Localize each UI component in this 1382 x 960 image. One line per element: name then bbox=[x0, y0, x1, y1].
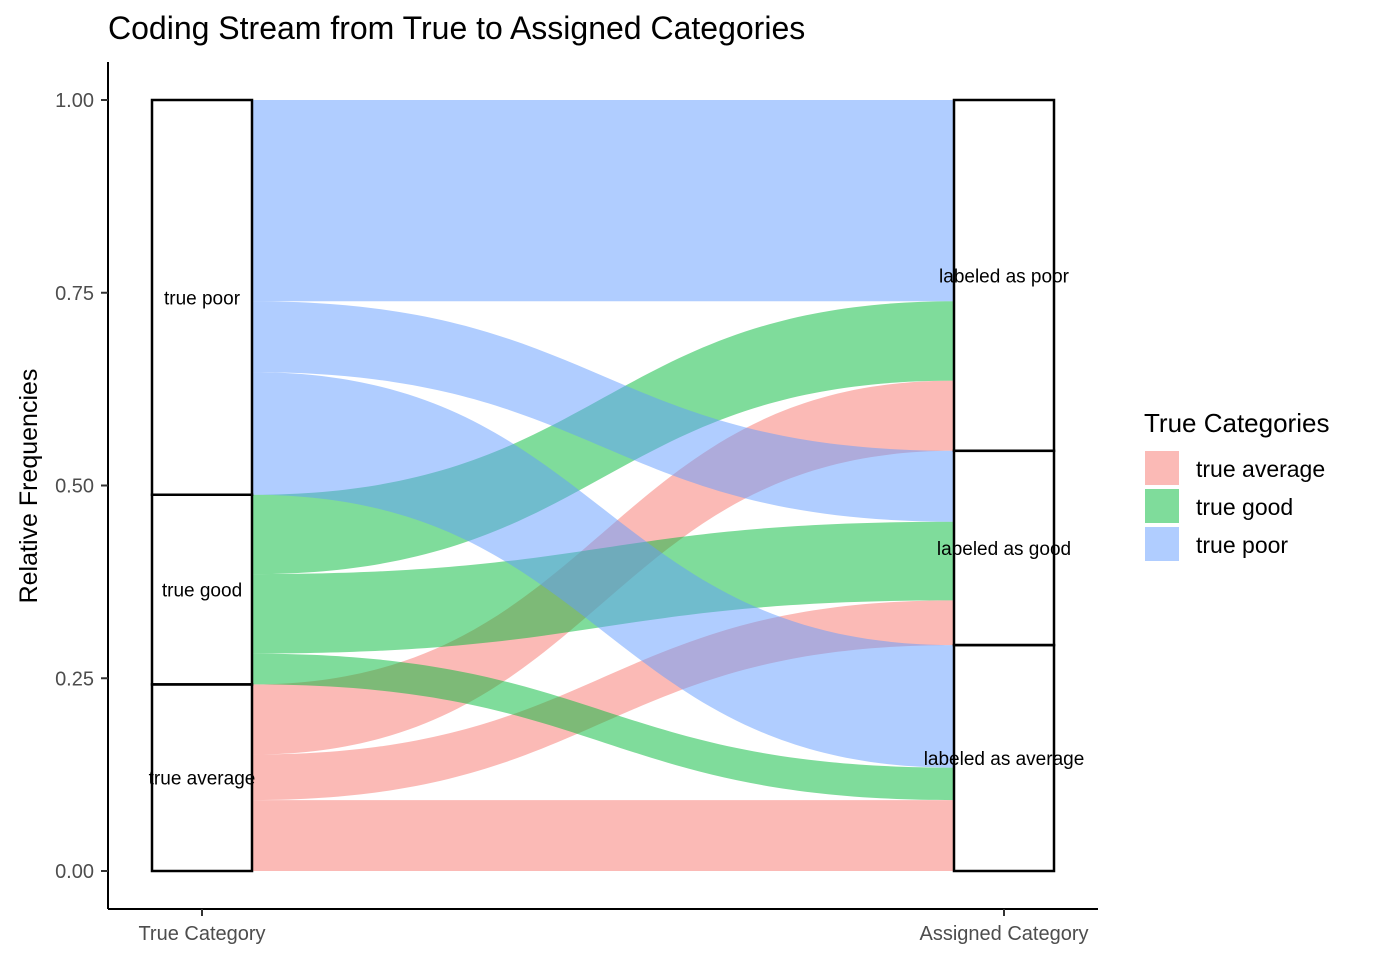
y-tick-label: 0.75 bbox=[55, 283, 94, 305]
legend-label-true-average: true average bbox=[1196, 456, 1325, 482]
strata-layer: true average true good true poor labeled as… bbox=[149, 98, 1085, 873]
chart-title: Coding Stream from True to Assigned Cate… bbox=[108, 10, 805, 46]
stratum-label-labeled-as-average: labeled as average bbox=[924, 749, 1085, 770]
axes-layer: 0.00 0.25 0.50 0.75 1.00 True Category Assigne… bbox=[55, 62, 1098, 945]
legend-swatch-true-poor bbox=[1145, 527, 1179, 561]
x-tick-label: Assigned Category bbox=[920, 923, 1089, 945]
y-tick-label: 0.00 bbox=[55, 861, 94, 883]
stratum-label-labeled-as-poor: labeled as poor bbox=[939, 266, 1070, 287]
flow-true-average-to-labeled-as-average bbox=[252, 800, 954, 871]
flow-true-poor-to-labeled-as-average bbox=[252, 372, 954, 768]
flow-true-poor-to-labeled-as-good bbox=[252, 301, 954, 522]
legend-label-true-poor: true poor bbox=[1196, 532, 1288, 558]
x-tick-label: True Category bbox=[138, 923, 265, 945]
stratum-right-labeled-as-poor bbox=[952, 98, 1056, 453]
legend-label-true-good: true good bbox=[1196, 494, 1293, 520]
flow-true-good-to-labeled-as-average bbox=[252, 653, 954, 801]
stratum-left-true-poor bbox=[150, 98, 254, 497]
legend: True Categories true average true good tru… bbox=[1144, 408, 1329, 561]
legend-swatch-true-average bbox=[1145, 451, 1179, 485]
y-tick-label: 0.50 bbox=[55, 476, 94, 498]
legend-swatch-true-good bbox=[1145, 489, 1179, 523]
flow-true-poor-to-labeled-as-poor bbox=[252, 100, 954, 302]
stratum-label-true-poor: true poor bbox=[164, 288, 241, 309]
y-tick-label: 0.25 bbox=[55, 668, 94, 690]
legend-title: True Categories bbox=[1144, 408, 1329, 438]
stratum-label-labeled-as-good: labeled as good bbox=[937, 539, 1071, 560]
flows-layer bbox=[252, 100, 954, 871]
stratum-label-true-average: true average bbox=[149, 769, 256, 790]
stratum-label-true-good: true good bbox=[162, 581, 242, 602]
y-tick-label: 1.00 bbox=[55, 90, 94, 112]
y-axis-title: Relative Frequencies bbox=[15, 369, 43, 604]
